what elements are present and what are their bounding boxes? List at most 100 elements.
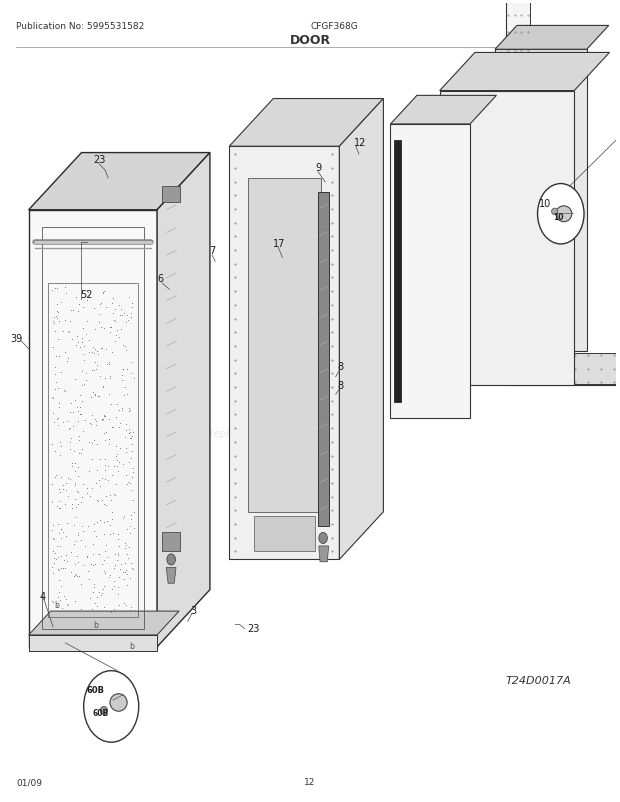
Point — [47, 595, 57, 608]
Point — [109, 488, 119, 501]
Point — [111, 451, 121, 464]
Point — [95, 453, 105, 466]
Point — [73, 461, 83, 474]
Point — [71, 511, 81, 524]
Point — [50, 368, 60, 381]
Point — [53, 306, 63, 319]
Point — [94, 548, 104, 561]
Point — [48, 519, 58, 532]
Point — [126, 307, 136, 320]
Point — [123, 403, 133, 415]
Polygon shape — [229, 99, 383, 147]
Point — [53, 382, 63, 395]
Point — [56, 562, 66, 575]
Point — [72, 330, 82, 343]
Point — [90, 597, 100, 610]
Point — [104, 388, 114, 401]
Point — [85, 489, 95, 502]
Point — [87, 482, 97, 495]
Point — [120, 557, 130, 569]
Point — [99, 516, 109, 529]
Point — [70, 456, 80, 469]
Point — [53, 518, 63, 531]
Point — [97, 558, 107, 571]
Point — [107, 298, 117, 310]
Point — [69, 444, 79, 457]
Point — [125, 573, 135, 585]
Point — [113, 581, 123, 593]
Point — [74, 447, 84, 460]
Point — [113, 464, 123, 477]
Point — [55, 594, 65, 607]
Point — [73, 549, 82, 562]
Point — [54, 315, 64, 328]
Point — [54, 564, 64, 577]
Text: 8: 8 — [337, 380, 343, 391]
Point — [115, 417, 125, 430]
Point — [113, 571, 123, 584]
Point — [61, 593, 71, 606]
Point — [69, 538, 79, 551]
Point — [73, 306, 83, 318]
Point — [68, 420, 78, 433]
Point — [86, 557, 95, 570]
Point — [101, 302, 111, 314]
Point — [107, 321, 117, 334]
Point — [128, 367, 138, 380]
Point — [97, 494, 107, 507]
Point — [50, 311, 60, 324]
Point — [86, 418, 95, 431]
Point — [90, 343, 100, 356]
Polygon shape — [440, 54, 609, 91]
Point — [104, 571, 113, 584]
Point — [79, 378, 89, 391]
Point — [49, 533, 59, 545]
Point — [73, 336, 83, 349]
Point — [63, 598, 73, 611]
Point — [82, 315, 92, 328]
Point — [124, 291, 134, 304]
Polygon shape — [506, 0, 620, 385]
Ellipse shape — [110, 694, 127, 711]
Point — [53, 590, 63, 603]
Point — [61, 529, 71, 542]
Point — [55, 401, 64, 414]
Point — [56, 440, 66, 453]
Point — [114, 421, 124, 434]
Point — [99, 413, 108, 426]
Point — [104, 358, 114, 371]
Point — [92, 348, 102, 361]
Point — [62, 517, 72, 530]
Point — [69, 570, 79, 583]
Point — [118, 339, 128, 352]
Point — [122, 548, 131, 561]
Point — [89, 578, 99, 591]
Point — [113, 528, 123, 541]
Point — [51, 468, 61, 481]
Point — [112, 455, 122, 468]
Point — [83, 565, 93, 578]
Point — [113, 587, 123, 600]
Point — [99, 529, 109, 541]
Point — [89, 518, 99, 531]
Point — [121, 418, 131, 431]
Point — [87, 436, 97, 449]
Point — [91, 476, 101, 489]
Point — [51, 553, 61, 566]
Point — [127, 471, 137, 484]
Polygon shape — [229, 147, 339, 560]
Point — [87, 538, 97, 551]
Point — [126, 601, 136, 614]
Point — [76, 401, 86, 414]
Point — [66, 565, 76, 578]
Point — [119, 307, 129, 320]
Point — [101, 539, 111, 552]
Polygon shape — [162, 187, 180, 203]
Point — [65, 406, 75, 419]
Point — [82, 286, 92, 298]
Point — [48, 532, 58, 545]
Point — [70, 395, 80, 407]
Point — [74, 389, 84, 402]
Point — [62, 555, 72, 568]
Point — [125, 432, 135, 445]
